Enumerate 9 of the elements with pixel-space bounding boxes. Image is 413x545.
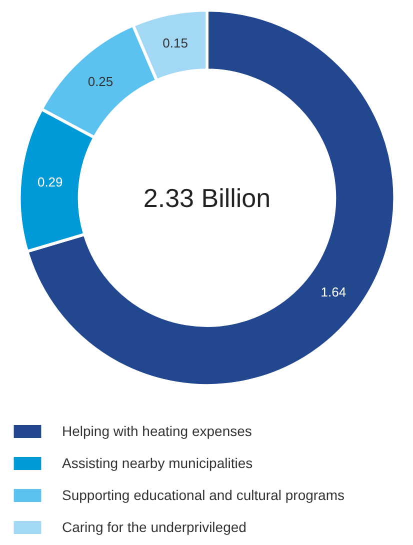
data-label: 1.64 [320, 284, 346, 300]
legend-label: Supporting educational and cultural programs [62, 487, 345, 503]
legend-label: Caring for the underprivileged [62, 519, 246, 535]
legend-label: Assisting nearby municipalities [62, 455, 253, 471]
data-label: 0.25 [88, 74, 114, 89]
text: 2.33 Billion [143, 182, 271, 213]
legend-label: Helping with heating expenses [62, 423, 252, 439]
data-label: 0.15 [162, 36, 188, 51]
data-label: 0.29 [37, 174, 63, 190]
